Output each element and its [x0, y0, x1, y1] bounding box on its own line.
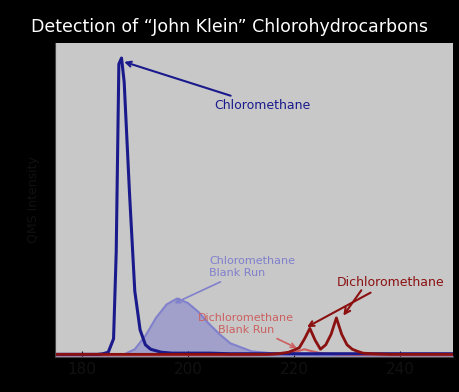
X-axis label: GC Retention Time (seconds): GC Retention Time (seconds): [142, 381, 365, 392]
Text: Dichloromethane
Blank Run: Dichloromethane Blank Run: [198, 313, 294, 347]
Text: Chloromethane
Blank Run: Chloromethane Blank Run: [176, 256, 294, 303]
Text: Detection of “John Klein” Chlorohydrocarbons: Detection of “John Klein” Chlorohydrocar…: [31, 18, 428, 36]
Text: Dichloromethane: Dichloromethane: [308, 276, 443, 326]
Text: QMS Intensity: QMS Intensity: [27, 156, 40, 243]
Text: Chloromethane: Chloromethane: [126, 62, 310, 113]
